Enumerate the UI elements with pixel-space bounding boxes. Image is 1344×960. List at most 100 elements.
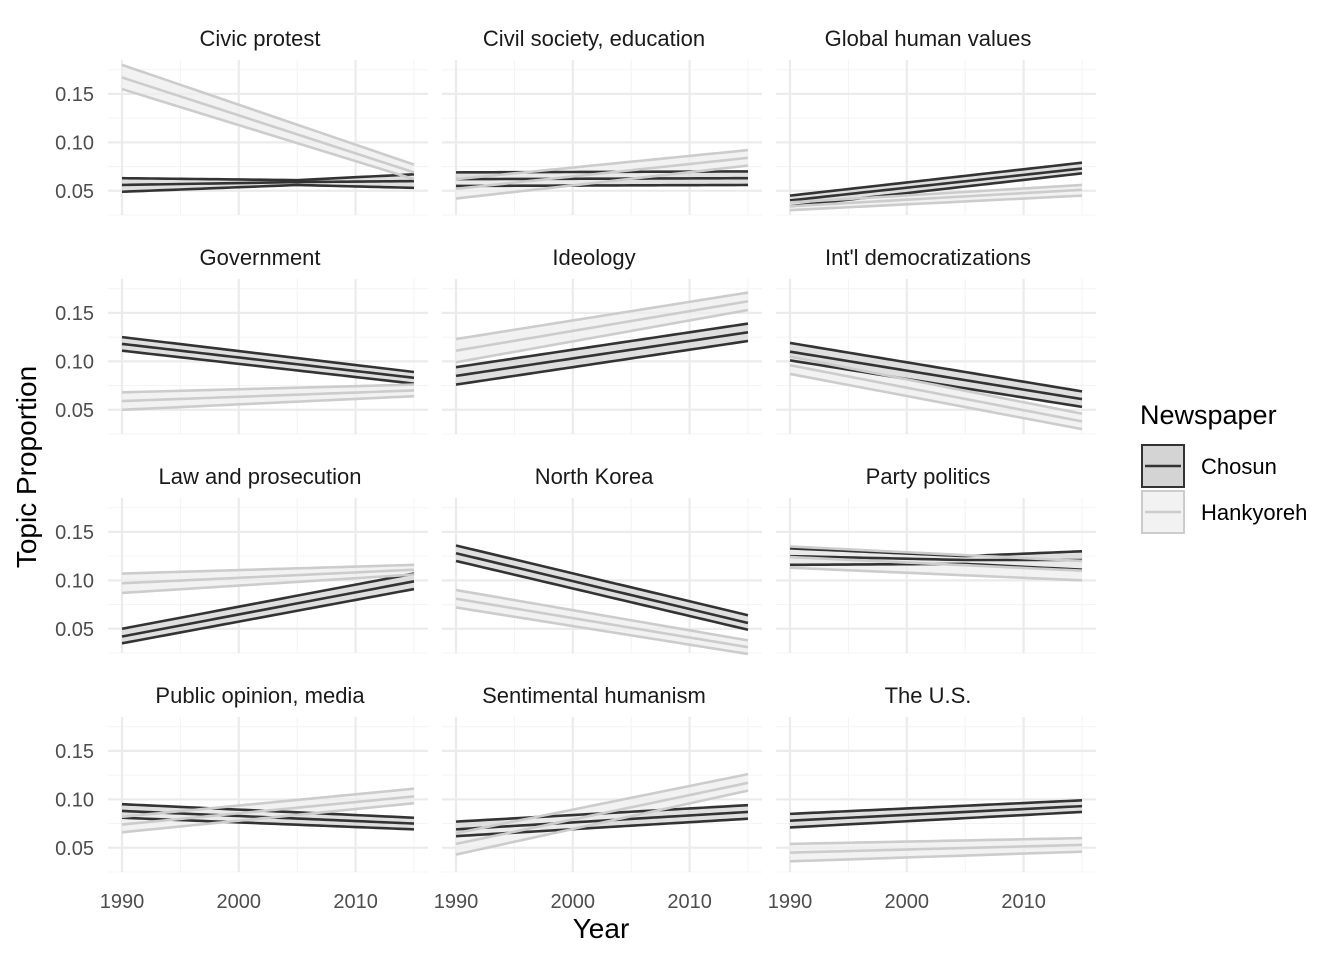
line-chosun-mean <box>121 179 415 187</box>
panel-sentimental-humanism: Sentimental humanism 1990 2000 2010 <box>434 683 762 913</box>
series-lines <box>121 787 415 834</box>
ribbon-hankyoreh <box>122 64 414 180</box>
line-hankyoreh-mean <box>455 781 749 846</box>
panel-title: Party politics <box>866 464 991 489</box>
x-tick-label: 2010 <box>333 891 378 913</box>
ribbons <box>456 545 748 654</box>
line-hankyoreh-mean <box>121 568 415 585</box>
line-hankyoreh-lower <box>789 372 1083 431</box>
panel-title: Public opinion, media <box>155 683 365 708</box>
panel-party-politics: Party politics <box>776 464 1096 654</box>
line-chosun-lower <box>789 810 1083 829</box>
legend-item-hankyoreh: Hankyoreh <box>1141 490 1307 534</box>
series-lines <box>121 563 415 645</box>
panel-title: Int'l democratizations <box>825 245 1031 270</box>
line-hankyoreh-mean <box>455 597 749 649</box>
series-lines <box>789 341 1083 431</box>
line-chosun-lower <box>121 349 415 385</box>
y-tick-label: 0.10 <box>55 570 94 592</box>
series-lines <box>455 772 749 856</box>
line-hankyoreh-upper <box>455 588 749 642</box>
panel-government: Government 0.05 0.10 0.15 <box>55 245 428 435</box>
x-tick-label: 2000 <box>885 891 930 913</box>
panel-civic-protest: Civic protest 0.05 0.10 0.15 <box>55 26 428 216</box>
line-chosun-mean <box>455 330 749 378</box>
legend-title: Newspaper <box>1140 400 1277 430</box>
y-tick-label: 0.10 <box>55 132 94 154</box>
line-hankyoreh-upper <box>455 772 749 835</box>
line-chosun-mean <box>121 580 415 638</box>
panel-title: Global human values <box>825 26 1032 51</box>
y-tick-label: 0.15 <box>55 84 94 106</box>
line-hankyoreh-upper <box>121 563 415 575</box>
line-hankyoreh-lower <box>789 850 1083 863</box>
y-tick-label: 0.15 <box>55 741 94 763</box>
line-chosun-upper <box>121 572 415 631</box>
line-hankyoreh-mean <box>455 299 749 352</box>
line-chosun-mean <box>789 167 1083 202</box>
panel-global-human-values: Global human values <box>776 26 1096 216</box>
line-chosun-upper <box>121 173 415 182</box>
panel-the-u-s: The U.S. 1990 2000 2010 <box>768 683 1096 913</box>
line-hankyoreh-lower <box>121 394 415 412</box>
line-chosun-lower <box>789 359 1083 409</box>
panel-north-korea: North Korea <box>442 464 762 656</box>
panel-title: Sentimental humanism <box>482 683 706 708</box>
panel-title: Government <box>199 245 320 270</box>
line-chosun-mean <box>455 551 749 625</box>
series-lines <box>455 148 749 200</box>
x-tick-label: 2000 <box>551 891 596 913</box>
line-hankyoreh-lower <box>455 789 749 856</box>
x-tick-label: 1990 <box>434 891 479 913</box>
legend-label-hankyoreh: Hankyoreh <box>1201 500 1307 525</box>
line-hankyoreh-mean <box>455 156 749 191</box>
y-tick-label: 0.15 <box>55 522 94 544</box>
line-hankyoreh-lower <box>121 573 415 595</box>
line-chosun-upper <box>789 341 1083 393</box>
line-chosun-upper <box>121 335 415 374</box>
line-hankyoreh-upper <box>789 355 1083 415</box>
x-tick-label: 1990 <box>768 891 813 913</box>
legend-item-chosun: Chosun <box>1141 444 1277 488</box>
line-chosun-mean <box>789 554 1082 562</box>
panel-ideology: Ideology <box>442 245 762 435</box>
panel-title: Civil society, education <box>483 26 705 51</box>
series-lines <box>455 291 749 386</box>
line-chosun-lower <box>121 183 415 194</box>
panel-title: Law and prosecution <box>158 464 361 489</box>
line-hankyoreh-upper <box>121 383 415 394</box>
line-hankyoreh-upper <box>121 63 415 166</box>
series-lines <box>121 63 415 194</box>
x-tick-label: 1990 <box>100 891 145 913</box>
panel-title: Ideology <box>552 245 635 270</box>
panel-law-and-prosecution: Law and prosecution 0.05 0.10 0.15 <box>55 464 428 654</box>
panel-title: Civic protest <box>199 26 320 51</box>
line-hankyoreh-mean <box>121 795 415 826</box>
line-hankyoreh-lower <box>455 606 749 656</box>
panel-grid <box>442 717 762 873</box>
series-lines <box>789 799 1083 863</box>
ribbons <box>122 64 414 192</box>
line-chosun-mean <box>789 350 1083 401</box>
line-chosun-mean <box>789 804 1083 822</box>
line-chosun-mean <box>121 342 415 380</box>
panel-civil-society-education: Civil society, education <box>442 26 762 216</box>
y-tick-label: 0.05 <box>55 838 94 860</box>
panel-title: The U.S. <box>885 683 972 708</box>
y-tick-label: 0.05 <box>55 181 94 203</box>
panel-public-opinion-media: Public opinion, media 0.05 0.10 0.15 1990 200… <box>55 683 428 913</box>
y-tick-label: 0.15 <box>55 303 94 325</box>
line-chosun-lower <box>455 183 749 188</box>
legend: Newspaper Chosun Hankyoreh <box>1140 400 1307 534</box>
y-tick-label: 0.05 <box>55 619 94 641</box>
line-hankyoreh-upper <box>121 787 415 819</box>
line-hankyoreh-mean <box>789 188 1083 208</box>
line-chosun-lower <box>121 587 415 645</box>
line-chosun-lower <box>455 339 749 386</box>
line-chosun-upper <box>789 799 1083 816</box>
line-hankyoreh-lower <box>455 164 749 200</box>
line-chosun-upper <box>455 544 749 617</box>
series-lines <box>789 545 1083 582</box>
